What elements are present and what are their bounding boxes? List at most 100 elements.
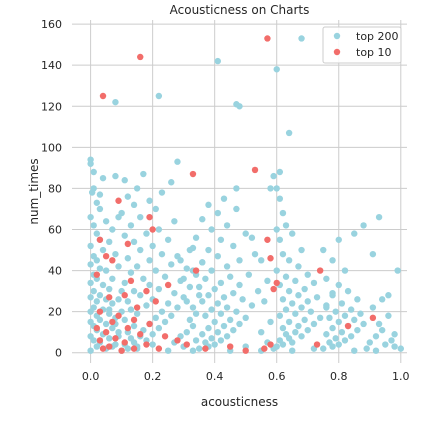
data-point bbox=[112, 335, 119, 342]
data-point bbox=[329, 324, 336, 332]
data-point bbox=[143, 302, 150, 309]
data-point bbox=[239, 296, 246, 303]
data-point bbox=[149, 331, 156, 338]
data-point bbox=[372, 347, 380, 354]
y-tick-label: 80 bbox=[48, 182, 62, 195]
data-point bbox=[289, 347, 296, 354]
data-point bbox=[313, 294, 321, 301]
y-tick-label: 20 bbox=[48, 306, 62, 319]
data-point bbox=[273, 185, 280, 192]
data-point bbox=[161, 273, 169, 280]
data-point bbox=[307, 308, 315, 315]
data-point bbox=[158, 250, 166, 258]
data-point bbox=[115, 213, 122, 221]
y-axis-label: num_times bbox=[27, 158, 41, 224]
data-point bbox=[189, 322, 197, 330]
data-point bbox=[335, 341, 342, 348]
data-point bbox=[106, 294, 113, 301]
data-point bbox=[301, 316, 308, 324]
data-point bbox=[93, 230, 101, 237]
data-point bbox=[251, 166, 259, 174]
data-point bbox=[133, 310, 141, 317]
data-point bbox=[164, 236, 172, 243]
data-point bbox=[115, 296, 122, 303]
data-point bbox=[90, 168, 97, 176]
data-point bbox=[214, 57, 221, 65]
data-point bbox=[282, 273, 290, 280]
data-point bbox=[183, 265, 190, 272]
data-point bbox=[149, 242, 156, 250]
data-point bbox=[351, 230, 358, 237]
data-point bbox=[320, 246, 327, 254]
data-point bbox=[186, 316, 194, 324]
data-point bbox=[248, 234, 256, 241]
data-point bbox=[338, 300, 346, 307]
data-point bbox=[208, 226, 215, 233]
data-point bbox=[87, 294, 94, 301]
data-point bbox=[174, 158, 181, 165]
data-point bbox=[106, 306, 113, 313]
x-tick-label: 0.8 bbox=[330, 370, 348, 383]
data-point bbox=[295, 263, 302, 270]
data-point bbox=[245, 271, 253, 278]
data-point bbox=[146, 213, 153, 221]
data-point bbox=[316, 267, 324, 274]
data-point bbox=[220, 195, 228, 202]
legend: top 200 top 10 bbox=[322, 26, 402, 64]
data-point bbox=[87, 261, 94, 268]
data-point bbox=[168, 179, 175, 186]
data-point bbox=[161, 318, 169, 326]
data-point bbox=[360, 320, 367, 328]
data-point bbox=[137, 331, 144, 338]
data-point bbox=[195, 292, 203, 299]
data-point bbox=[96, 265, 104, 272]
data-point bbox=[205, 246, 212, 254]
data-point bbox=[137, 213, 144, 221]
data-point bbox=[205, 292, 212, 299]
data-point bbox=[124, 255, 132, 262]
data-point bbox=[214, 300, 221, 307]
data-point bbox=[285, 129, 293, 137]
data-point bbox=[93, 271, 101, 278]
data-point bbox=[369, 304, 377, 311]
data-point bbox=[155, 226, 163, 233]
data-point bbox=[316, 314, 324, 322]
data-point bbox=[96, 308, 104, 315]
data-point bbox=[93, 324, 101, 332]
data-point bbox=[152, 298, 159, 305]
data-point bbox=[323, 331, 330, 338]
data-point bbox=[112, 172, 119, 180]
data-point bbox=[102, 218, 110, 225]
data-point bbox=[152, 314, 159, 322]
data-point bbox=[223, 263, 231, 270]
data-point bbox=[96, 191, 104, 198]
data-point bbox=[344, 287, 352, 295]
data-point bbox=[217, 337, 225, 344]
data-point bbox=[140, 170, 147, 178]
data-point bbox=[192, 310, 200, 317]
x-tick-label: 0.6 bbox=[268, 370, 286, 383]
data-point bbox=[242, 230, 249, 237]
data-point bbox=[106, 285, 113, 293]
data-point bbox=[130, 345, 138, 352]
data-point bbox=[127, 335, 135, 342]
data-point bbox=[226, 343, 234, 350]
data-point bbox=[140, 275, 147, 282]
data-point bbox=[130, 316, 138, 324]
y-tick-label: 0 bbox=[55, 347, 62, 360]
data-point bbox=[323, 275, 330, 282]
data-point bbox=[391, 331, 398, 338]
data-point bbox=[87, 308, 94, 315]
data-point bbox=[99, 174, 107, 182]
y-tick-label: 140 bbox=[41, 59, 62, 72]
legend-label-top-10: top 10 bbox=[356, 46, 392, 59]
data-point bbox=[189, 170, 197, 178]
data-point bbox=[233, 185, 240, 192]
data-point bbox=[102, 328, 110, 336]
data-point bbox=[127, 277, 135, 285]
data-point bbox=[347, 333, 355, 340]
data-point bbox=[146, 320, 153, 328]
data-point bbox=[264, 35, 271, 42]
data-point bbox=[298, 246, 305, 254]
